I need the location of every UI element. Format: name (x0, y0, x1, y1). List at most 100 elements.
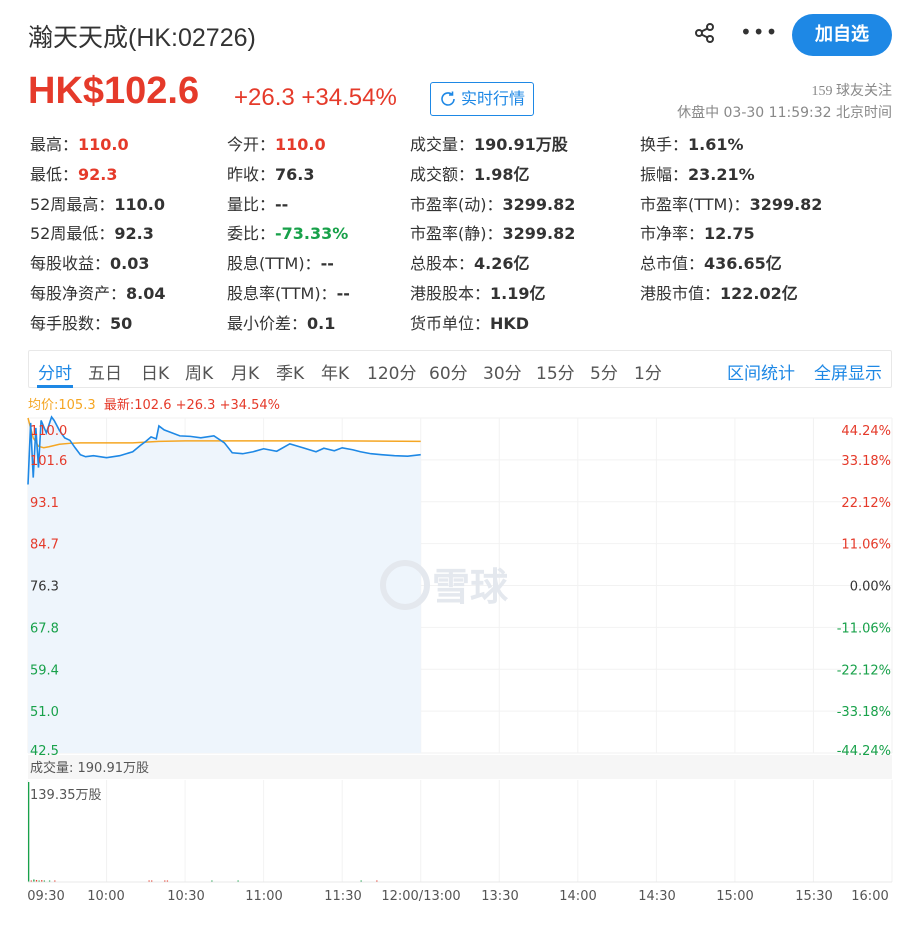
stat-label: 货币单位： (410, 313, 491, 333)
stat-item: 每手股数：50 (30, 310, 132, 334)
pct-tick-label: -22.12% (837, 663, 891, 678)
stat-item: 总股本：4.26亿 (410, 250, 530, 274)
tab-0[interactable]: 分时 (38, 364, 72, 384)
volume-bar (35, 879, 38, 882)
stat-item: 成交量：190.91万股 (410, 131, 568, 155)
volume-bar (151, 880, 153, 882)
stat-label: 股息(TTM)： (227, 254, 321, 274)
stat-item: 52周最高：110.0 (30, 191, 165, 215)
realtime-quote-button[interactable]: 实时行情 (430, 82, 535, 116)
stat-value: 0.1 (307, 313, 336, 333)
stat-value: 436.65亿 (704, 254, 782, 274)
stat-item: 港股股本：1.19亿 (410, 280, 546, 304)
avg-price-line (27, 417, 421, 449)
tab-8[interactable]: 60分 (429, 364, 468, 384)
stat-label: 最高： (30, 135, 79, 154)
y-tick-label: 51.0 (30, 705, 59, 720)
stat-label: 每股收益： (30, 254, 111, 274)
market-status: 休盘中 03-30 11:59:32 北京时间 (677, 105, 892, 121)
tab-2[interactable]: 日K (141, 364, 170, 384)
stat-value: 1.98亿 (474, 164, 530, 184)
intraday-chart[interactable]: 雪球 110.0 44.24% 101.6 33.18% 93.1 22.12% 84.7 11… (0, 410, 924, 910)
stat-item: 货币单位：HKD (410, 310, 529, 334)
volume-total-label: 成交量: 190.91万股 (30, 760, 149, 776)
volume-bar (43, 880, 46, 882)
x-tick-label: 11:30 (324, 889, 361, 904)
volume-bar (376, 880, 378, 882)
tab-3[interactable]: 周K (185, 364, 214, 384)
stat-label: 总股本： (410, 254, 475, 274)
stat-label: 成交额： (410, 164, 475, 184)
stat-item: 最高：110.0 (30, 131, 129, 155)
pct-tick-label: 11.06% (841, 538, 891, 553)
stat-label: 市净率： (640, 224, 705, 244)
change-percent: +34.54% (301, 84, 397, 111)
stat-label: 市盈率(静)： (410, 224, 503, 244)
refresh-icon (441, 91, 455, 106)
tab-4[interactable]: 月K (231, 364, 260, 384)
stat-value: 3299.82 (749, 194, 823, 214)
stat-item: 每股收益：0.03 (30, 250, 150, 274)
chart-period-tabs: 分时 五日 日K 周K 月K 季K 年K 120分 60分 30分 15分 5分 1分 区间统计 全屏显示 (28, 350, 892, 388)
add-watchlist-button[interactable]: 加自选 (792, 14, 892, 56)
y-tick-label: 67.8 (30, 621, 59, 636)
pct-tick-label: -33.18% (837, 705, 891, 720)
x-tick-label: 15:00 (716, 889, 753, 904)
latest-price-legend: 最新:102.6 +26.3 +34.54% (103, 398, 281, 413)
xueqiu-watermark: 雪球 (380, 560, 509, 610)
share-icon[interactable] (694, 22, 716, 44)
stat-item: 市净率：12.75 (640, 220, 755, 244)
tab-1[interactable]: 五日 (88, 364, 122, 384)
stat-item: 港股市值：122.02亿 (640, 280, 798, 304)
x-tick-label: 14:00 (559, 889, 596, 904)
stat-label: 52周最高： (30, 194, 115, 214)
stat-value: 50 (110, 313, 133, 333)
stat-value: -- (336, 284, 350, 303)
change-value: +26.3 (234, 84, 295, 111)
stat-item: 最小价差：0.1 (227, 310, 335, 334)
stat-value: 110.0 (114, 194, 165, 214)
stat-item: 最低：92.3 (30, 161, 118, 185)
x-tick-label: 09:30 (27, 889, 64, 904)
stat-value: 122.02亿 (720, 284, 798, 303)
x-tick-label: 16:00 (851, 889, 888, 904)
tab-5[interactable]: 季K (276, 364, 305, 384)
stat-item: 量比：-- (227, 191, 288, 215)
volume-bar (211, 880, 213, 882)
followers-count[interactable]: 159 球友关注 (811, 84, 893, 99)
realtime-label: 实时行情 (461, 89, 526, 108)
y-tick-label: 76.3 (30, 580, 59, 595)
stat-label: 振幅： (640, 164, 689, 184)
stat-value: 12.75 (704, 224, 755, 244)
watermark-logo (380, 560, 430, 610)
stat-label: 港股市值： (640, 284, 721, 303)
stat-value: 1.61% (688, 135, 744, 154)
stat-label: 每手股数： (30, 313, 111, 333)
stat-label: 总市值： (640, 254, 705, 274)
tab-7[interactable]: 120分 (367, 364, 417, 384)
x-tick-label: 11:00 (245, 889, 282, 904)
stat-label: 量比： (227, 194, 276, 214)
price-line (27, 415, 421, 485)
tab-10[interactable]: 15分 (536, 364, 575, 384)
tab-9[interactable]: 30分 (483, 364, 522, 384)
stat-label: 委比： (227, 224, 276, 244)
pct-tick-label: 22.12% (841, 496, 891, 511)
stat-label: 今开： (227, 135, 276, 154)
stat-item: 市盈率(TTM)：3299.82 (640, 191, 822, 215)
chart-legend: 均价:105.3 最新:102.6 +26.3 +34.54% (28, 394, 280, 413)
stat-item: 市盈率(动)：3299.82 (410, 191, 575, 215)
y-tick-label: 84.7 (30, 538, 59, 553)
volume-bar (360, 880, 362, 882)
tab-12[interactable]: 1分 (634, 364, 662, 384)
stat-value: 190.91万股 (474, 135, 568, 154)
stat-value: -- (320, 254, 334, 274)
fullscreen-button[interactable]: 全屏显示 (814, 364, 882, 384)
tab-6[interactable]: 年K (321, 364, 350, 384)
watermark-text: 雪球 (432, 565, 509, 609)
price-change: +26.3 +34.54% (234, 84, 397, 112)
volume-bar (28, 782, 30, 882)
more-icon[interactable]: ••• (740, 20, 779, 44)
tab-11[interactable]: 5分 (590, 364, 618, 384)
range-stats-button[interactable]: 区间统计 (727, 364, 795, 384)
